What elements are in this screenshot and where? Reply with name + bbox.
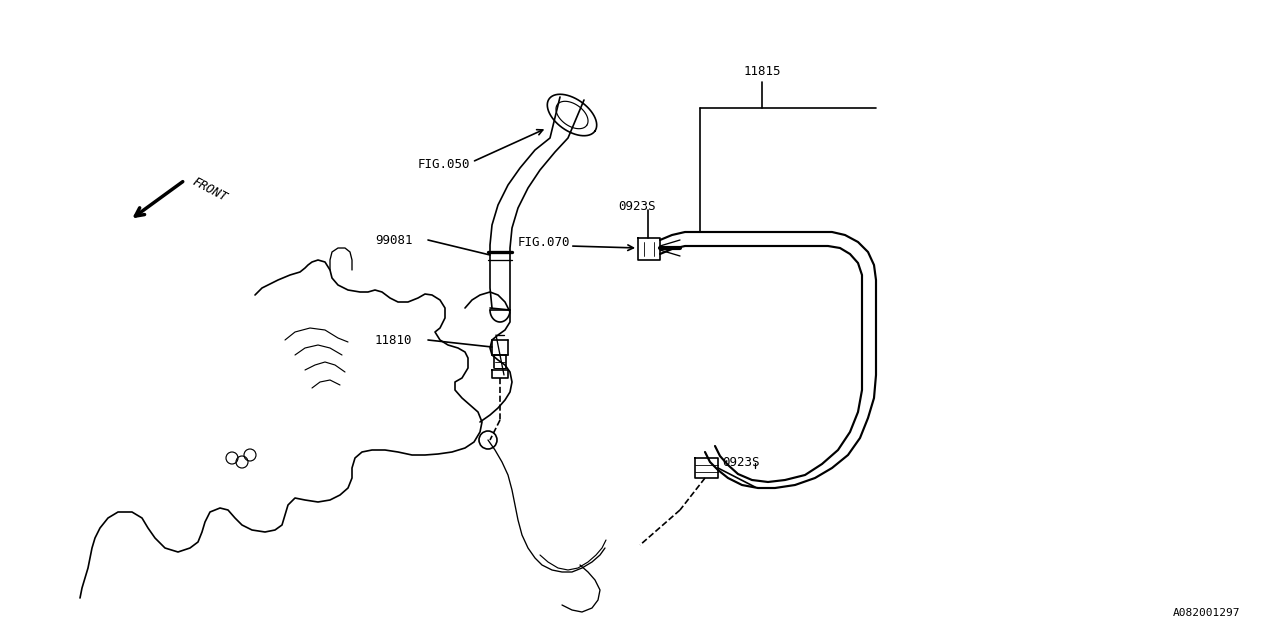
Text: FIG.070: FIG.070 <box>518 236 571 248</box>
Text: 0923S: 0923S <box>722 456 759 470</box>
Text: FRONT: FRONT <box>189 175 229 204</box>
Text: 99081: 99081 <box>375 234 412 246</box>
Text: A082001297: A082001297 <box>1172 608 1240 618</box>
Text: 11810: 11810 <box>375 333 412 346</box>
Text: 0923S: 0923S <box>618 200 655 213</box>
Text: 11815: 11815 <box>744 65 781 78</box>
Text: FIG.050: FIG.050 <box>419 158 471 171</box>
